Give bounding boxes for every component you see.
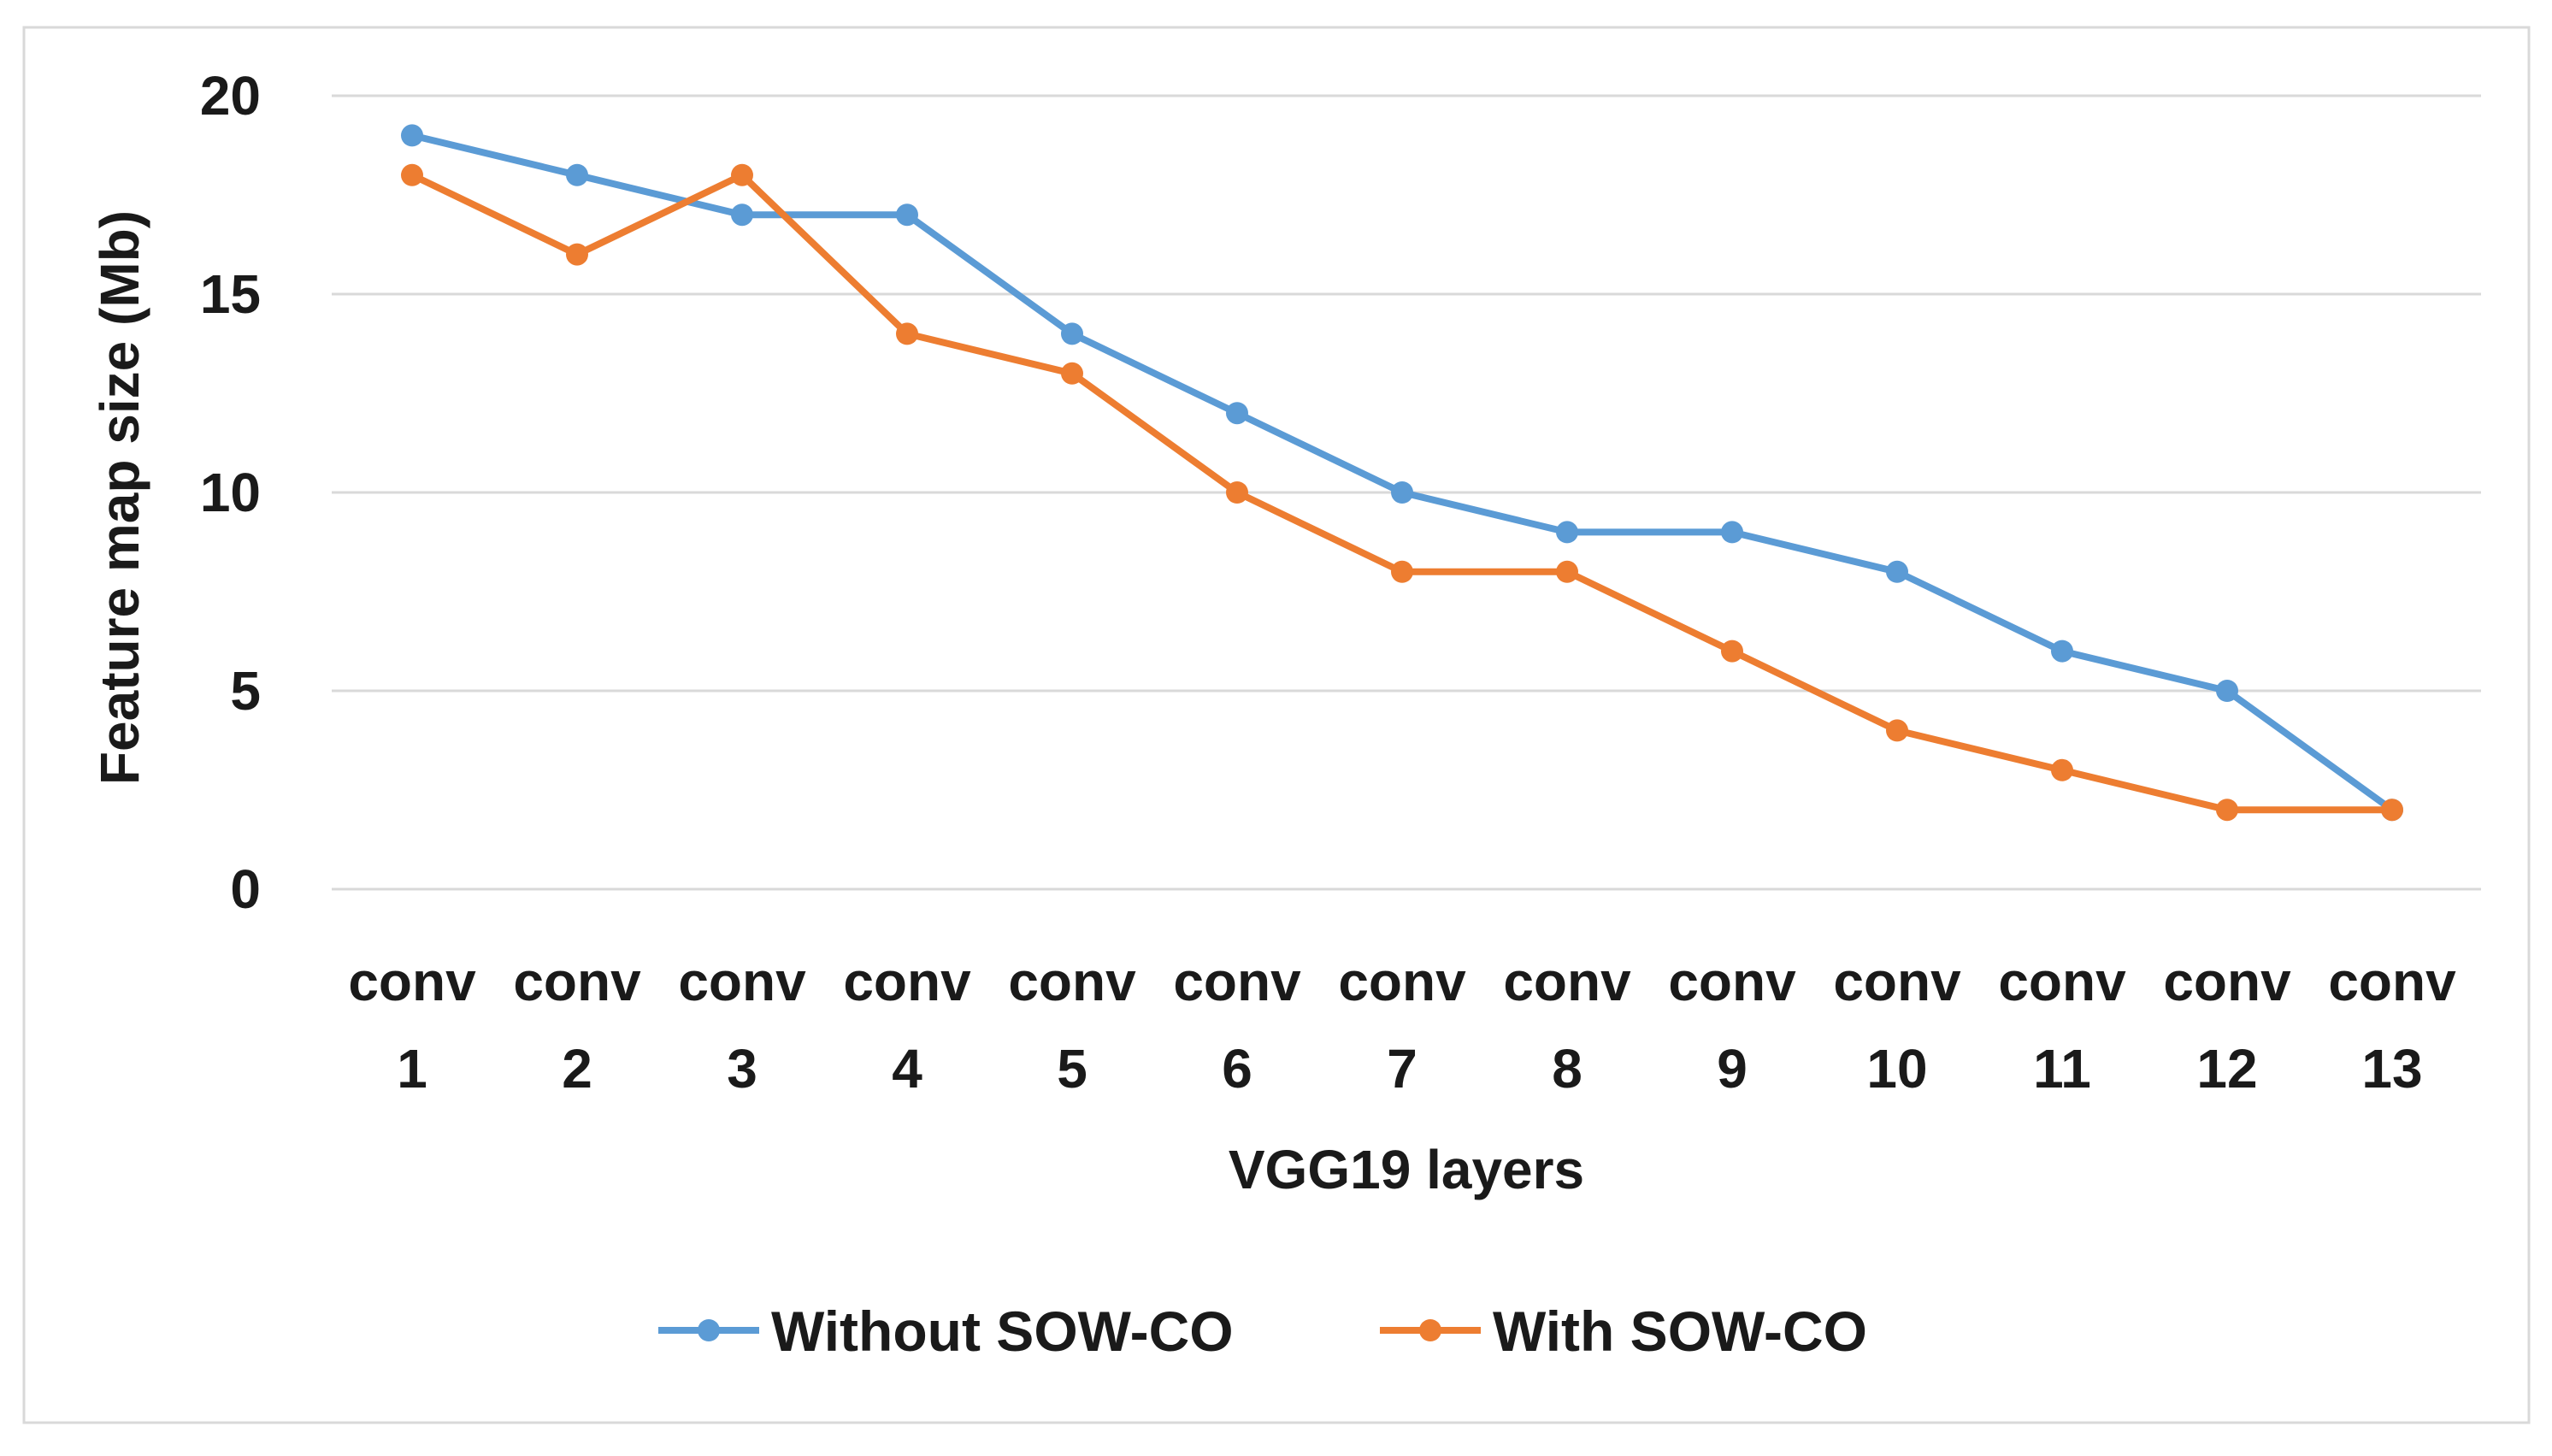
data-point	[731, 163, 753, 186]
x-category-label-line1: conv	[1338, 951, 1466, 1012]
x-category-label-line1: conv	[2328, 951, 2456, 1012]
x-category-label-line2: 6	[1222, 1038, 1252, 1099]
y-tick-label: 15	[200, 263, 261, 325]
data-point	[401, 124, 423, 147]
x-category-label-line1: conv	[513, 951, 641, 1012]
x-category-label-line2: 8	[1552, 1038, 1582, 1099]
series-2	[401, 163, 2403, 822]
x-category-label-line2: 13	[2361, 1038, 2422, 1099]
legend: Without SOW-CO With SOW-CO	[658, 1300, 1867, 1363]
data-point	[896, 203, 918, 227]
x-axis-categories: conv 1 conv 2 conv 3 conv 4 conv 5 conv 6 conv 7 conv 8…	[348, 951, 2456, 1099]
legend-label: With SOW-CO	[1493, 1300, 1867, 1363]
data-point	[1061, 322, 1083, 345]
x-category-label-line2: 5	[1057, 1038, 1087, 1099]
x-category-label-line1: conv	[843, 951, 971, 1012]
legend-swatch-marker	[1419, 1319, 1441, 1341]
data-point	[2381, 799, 2403, 822]
x-category-label-line1: conv	[2163, 951, 2291, 1012]
x-category-label-line1: conv	[1173, 951, 1301, 1012]
x-category-label-line2: 7	[1387, 1038, 1417, 1099]
y-axis-ticks: 0 5 10 15 20	[200, 65, 261, 920]
x-category-label-line1: conv	[1503, 951, 1631, 1012]
data-point	[1886, 560, 1908, 583]
x-category-label-line1: conv	[1998, 951, 2126, 1012]
data-point	[566, 163, 588, 186]
series-group	[401, 124, 2403, 822]
legend-item: Without SOW-CO	[658, 1300, 1234, 1363]
x-category-label-line1: conv	[1008, 951, 1136, 1012]
x-category-label-line2: 3	[727, 1038, 757, 1099]
data-point	[2216, 680, 2238, 702]
data-point	[1721, 521, 1743, 544]
y-axis-title: Feature map size (Mb)	[89, 210, 150, 785]
y-tick-label: 0	[230, 858, 261, 920]
y-tick-label: 10	[200, 462, 261, 523]
data-point	[896, 322, 918, 345]
data-point	[731, 203, 753, 227]
data-point	[1226, 481, 1248, 504]
legend-item: With SOW-CO	[1380, 1300, 1867, 1363]
x-category-label-line2: 4	[892, 1038, 922, 1099]
data-point	[2051, 758, 2073, 781]
data-point	[1556, 560, 1578, 583]
x-category-label-line1: conv	[348, 951, 476, 1012]
x-category-label-line2: 2	[562, 1038, 592, 1099]
data-point	[1556, 521, 1578, 544]
data-point	[1061, 362, 1083, 385]
data-point	[1721, 640, 1743, 663]
legend-swatch-marker	[698, 1319, 720, 1341]
data-point	[2051, 640, 2073, 663]
x-category-label-line2: 10	[1866, 1038, 1927, 1099]
data-point	[1391, 560, 1413, 583]
x-category-label-line2: 1	[397, 1038, 427, 1099]
chart-border	[22, 26, 2531, 1424]
x-category-label-line1: conv	[1668, 951, 1796, 1012]
data-point	[566, 243, 588, 266]
data-point	[1391, 481, 1413, 504]
x-category-label-line2: 11	[2033, 1038, 2091, 1099]
x-category-label-line1: conv	[1833, 951, 1961, 1012]
y-tick-label: 20	[200, 65, 261, 127]
legend-label: Without SOW-CO	[771, 1300, 1234, 1363]
data-point	[1886, 719, 1908, 742]
x-axis-title: VGG19 layers	[1229, 1139, 1584, 1200]
x-category-label-line1: conv	[678, 951, 806, 1012]
x-category-label-line2: 12	[2196, 1038, 2257, 1099]
data-point	[401, 163, 423, 186]
data-point	[1226, 402, 1248, 425]
data-point	[2216, 799, 2238, 822]
x-category-label-line2: 9	[1717, 1038, 1748, 1099]
y-tick-label: 5	[230, 660, 261, 722]
